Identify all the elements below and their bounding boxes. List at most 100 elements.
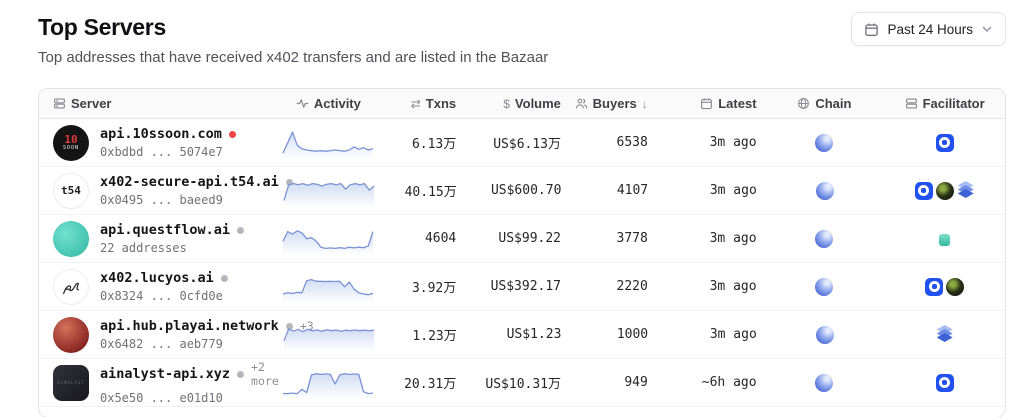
column-header-facilitator[interactable]: Facilitator (884, 96, 1005, 111)
volume-value: US$600.70 (490, 183, 562, 198)
dollar-icon: $ (503, 96, 510, 111)
latest-value: 3m ago (709, 231, 757, 246)
chain-cell-icons (765, 373, 885, 392)
calendar-icon (700, 97, 713, 110)
coinbase-facilitator-icon[interactable] (914, 181, 933, 200)
time-range-dropdown[interactable]: Past 24 Hours (851, 12, 1006, 46)
column-header-server[interactable]: Server (39, 96, 283, 111)
activity-sparkline (282, 367, 374, 399)
blue-sphere-chain-icon[interactable] (815, 277, 834, 296)
column-header-volume[interactable]: $ Volume (464, 96, 569, 111)
server-name[interactable]: ainalyst-api.xyz (100, 366, 231, 382)
swap-arrows-icon: ⇄ (410, 96, 421, 111)
facilitator-cell-icons (884, 373, 1005, 392)
table-row[interactable]: api.hub.playai.network +3 0x6482 ... aeb… (39, 311, 1005, 359)
chain-cell-icons (765, 133, 885, 152)
latest-value: 3m ago (709, 327, 757, 342)
buyers-value: 949 (624, 375, 648, 390)
server-address: 0x0495 ... baeed9 (100, 193, 223, 207)
activity-sparkline (282, 223, 375, 255)
volume-value: US$99.22 (498, 231, 562, 246)
latest-value: 3m ago (709, 279, 757, 294)
table-row-partial (39, 407, 1005, 417)
column-header-activity[interactable]: Activity (283, 96, 375, 111)
server-address: 0xbdbd ... 5074e7 (100, 145, 223, 159)
column-header-latest[interactable]: Latest (656, 96, 765, 111)
stack-icon (905, 97, 918, 110)
teal-facilitator-icon[interactable] (939, 234, 951, 246)
top-servers-table: Server Activity ⇄ Txns $ Volume (38, 88, 1006, 417)
coinbase-facilitator-icon[interactable] (925, 277, 944, 296)
green-orb-facilitator-icon[interactable] (935, 181, 954, 200)
server-name[interactable]: api.questflow.ai (100, 222, 231, 238)
blue-sphere-chain-icon[interactable] (815, 181, 834, 200)
server-avatar (53, 220, 89, 257)
txns-value: 6.13万 (411, 137, 457, 152)
table-body: 10 SOON api.10ssoon.com 0xbdbd ... 5074e7… (39, 119, 1005, 417)
server-avatar: AINALYST (53, 364, 89, 401)
table-header-row: Server Activity ⇄ Txns $ Volume (39, 89, 1005, 119)
server-name[interactable]: api.hub.playai.network (100, 318, 279, 334)
column-header-chain[interactable]: Chain (765, 96, 885, 111)
latest-value: ~6h ago (701, 375, 757, 390)
latest-value: 3m ago (709, 135, 757, 150)
facilitator-cell-icons (884, 181, 1005, 200)
server-address: 0x6482 ... aeb779 (100, 337, 223, 351)
volume-value: US$6.13万 (493, 137, 562, 152)
column-header-txns[interactable]: ⇄ Txns (374, 96, 464, 111)
buyers-value: 3778 (616, 231, 648, 246)
layers-facilitator-icon[interactable] (936, 325, 954, 344)
table-row[interactable]: t54 x402-secure-api.t54.ai 0x0495 ... ba… (39, 167, 1005, 215)
column-label: Activity (313, 96, 361, 111)
activity-sparkline (283, 319, 375, 351)
server-avatar (53, 268, 89, 305)
globe-icon (797, 97, 810, 110)
facilitator-cell-icons (884, 325, 1005, 344)
blue-sphere-chain-icon[interactable] (815, 133, 834, 152)
blue-sphere-chain-icon[interactable] (815, 373, 834, 392)
txns-value: 1.23万 (412, 329, 457, 344)
column-label: Volume (514, 96, 561, 111)
txns-value: 3.92万 (411, 281, 457, 296)
column-label: Server (71, 96, 112, 111)
chevron-down-icon (981, 23, 993, 35)
status-dot (285, 178, 293, 186)
chain-cell-icons (765, 229, 885, 248)
facilitator-cell-icons (884, 133, 1005, 152)
coinbase-facilitator-icon[interactable] (935, 133, 954, 152)
txns-value: 20.31万 (404, 377, 457, 392)
volume-value: US$10.31万 (485, 377, 562, 392)
server-name[interactable]: x402.lucyos.ai (100, 270, 214, 286)
coinbase-facilitator-icon[interactable] (935, 373, 954, 392)
sort-desc-icon: ↓ (641, 96, 648, 111)
facilitator-cell-icons (884, 277, 1005, 296)
layers-facilitator-icon[interactable] (957, 181, 975, 200)
page-subtitle: Top addresses that have received x402 tr… (38, 49, 549, 66)
blue-sphere-chain-icon[interactable] (815, 229, 834, 248)
txns-value: 40.15万 (404, 185, 457, 200)
status-dot (220, 274, 228, 282)
server-address: 0x8324 ... 0cfd0e (100, 289, 223, 303)
page-title: Top Servers (38, 14, 166, 40)
column-header-buyers[interactable]: Buyers ↓ (569, 96, 656, 111)
server-icon (53, 97, 66, 110)
server-name[interactable]: api.10ssoon.com (100, 126, 222, 142)
calendar-icon (864, 22, 879, 37)
table-row[interactable]: api.questflow.ai 22 addresses 4604 US$99… (39, 215, 1005, 263)
blue-sphere-chain-icon[interactable] (815, 325, 834, 344)
table-row[interactable]: x402.lucyos.ai 0x8324 ... 0cfd0e 3.92万 U… (39, 263, 1005, 311)
server-avatar (53, 316, 89, 353)
column-label: Buyers (592, 96, 637, 111)
server-name[interactable]: x402-secure-api.t54.ai (100, 174, 279, 190)
server-avatar: 10 SOON (53, 124, 89, 161)
green-orb-facilitator-icon[interactable] (946, 277, 965, 296)
activity-icon (296, 97, 309, 110)
table-row[interactable]: AINALYST ainalyst-api.xyz +2 more 0x5e50… (39, 359, 1005, 407)
buyers-value: 1000 (616, 327, 649, 342)
server-address: 0x5e50 ... e01d10 (100, 391, 223, 405)
volume-value: US$392.17 (490, 279, 562, 294)
table-row[interactable]: 10 SOON api.10ssoon.com 0xbdbd ... 5074e7… (39, 119, 1005, 167)
chain-cell-icons (765, 277, 885, 296)
server-avatar: t54 (53, 172, 89, 209)
status-dot (237, 226, 245, 234)
